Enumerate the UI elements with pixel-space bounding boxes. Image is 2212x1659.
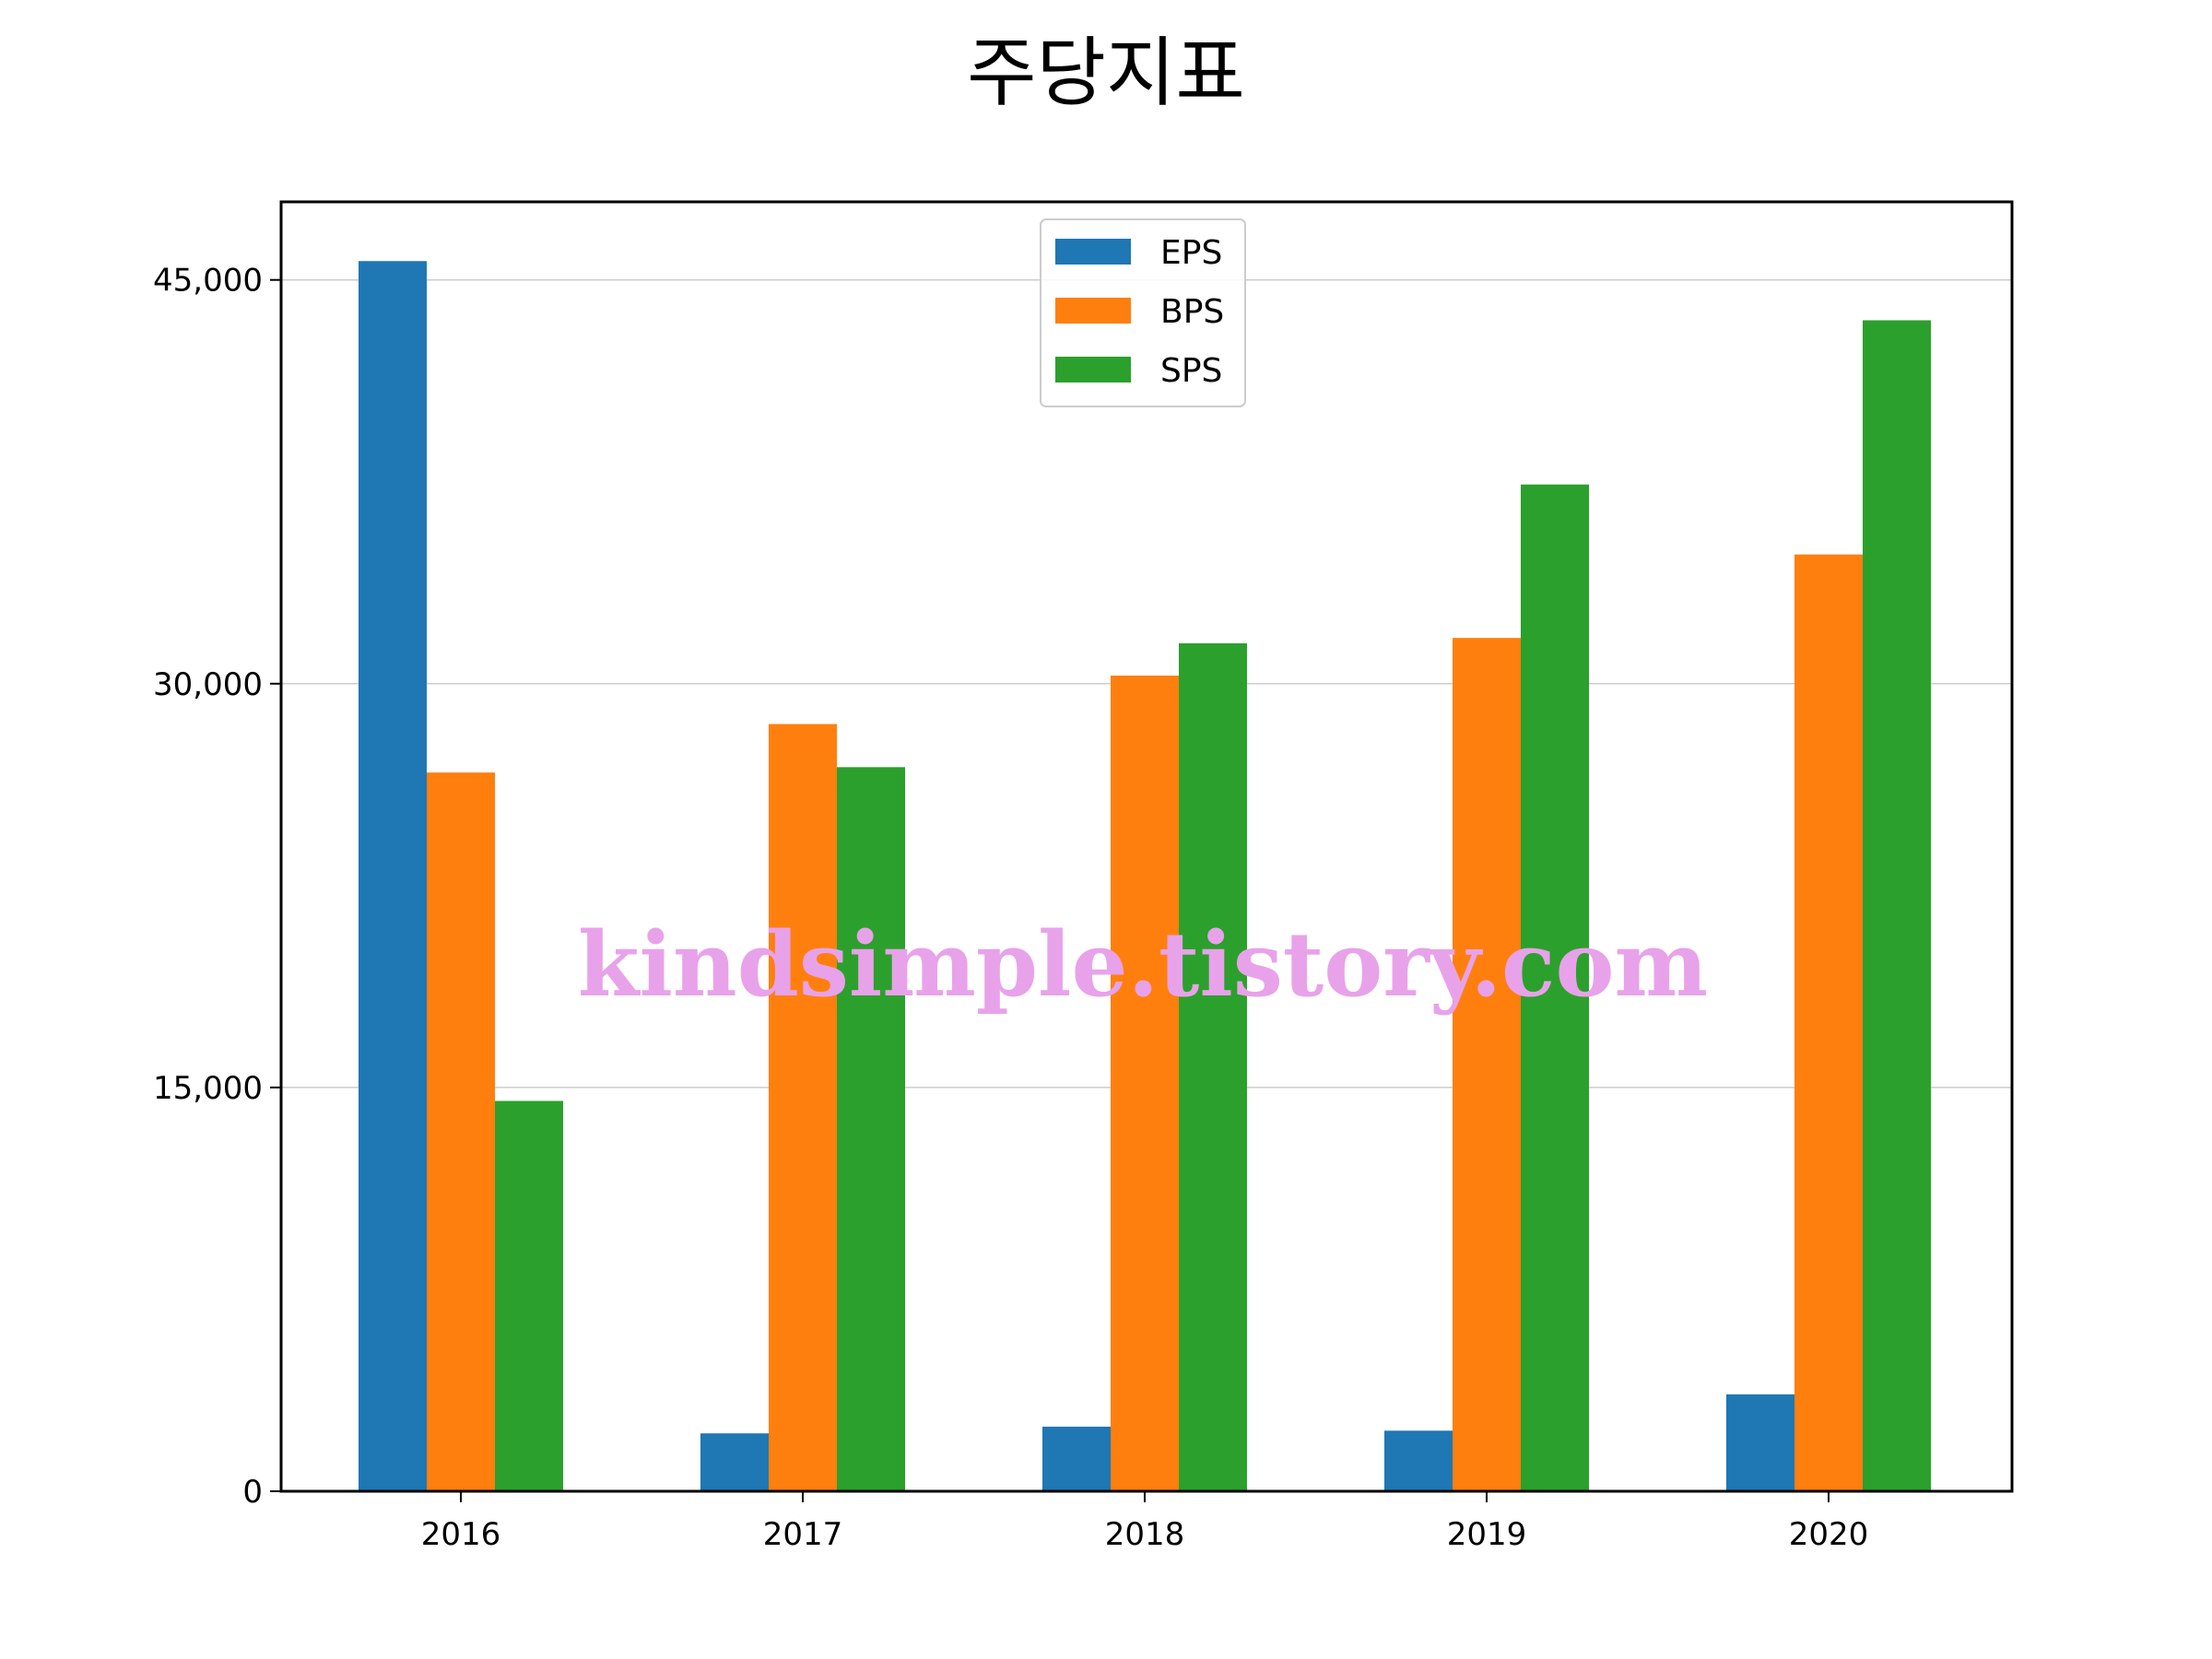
- chart-title: 주당지표: [967, 29, 1245, 117]
- legend-swatch-sps: [1055, 357, 1131, 382]
- bar-eps-2019: [1384, 1430, 1453, 1491]
- watermark-text: kindsimple.tistory.com: [578, 912, 1708, 1017]
- bar-bps-2016: [427, 772, 495, 1491]
- x-tick-label: 2018: [1105, 1516, 1185, 1553]
- legend-swatch-bps: [1055, 298, 1131, 324]
- bar-bps-2018: [1111, 676, 1179, 1491]
- legend: EPS BPS SPS: [1040, 218, 1246, 407]
- x-tick-label: 2016: [421, 1516, 501, 1553]
- legend-label-bps: BPS: [1160, 293, 1224, 331]
- bar-sps-2016: [495, 1100, 563, 1491]
- bar-bps-2020: [1794, 554, 1863, 1491]
- legend-swatch-eps: [1055, 239, 1131, 265]
- x-axis: 2016 2017 2018 2019 2020: [421, 1491, 1869, 1553]
- bar-eps-2016: [359, 261, 427, 1492]
- x-tick-label: 2020: [1789, 1516, 1869, 1553]
- bar-eps-2018: [1042, 1426, 1111, 1491]
- bar-eps-2017: [700, 1433, 769, 1491]
- bar-sps-2020: [1863, 320, 1931, 1491]
- bar-eps-2020: [1726, 1394, 1794, 1491]
- y-axis: 0 15,000 30,000 45,000: [153, 263, 281, 1511]
- legend-label-eps: EPS: [1160, 234, 1222, 272]
- y-tick-label: 45,000: [153, 263, 263, 300]
- bar-sps-2017: [837, 767, 905, 1491]
- bar-sps-2019: [1521, 484, 1589, 1491]
- bar-bps-2019: [1453, 638, 1521, 1491]
- bar-bps-2017: [769, 724, 837, 1491]
- y-tick-label: 0: [242, 1474, 263, 1511]
- x-tick-label: 2019: [1447, 1516, 1527, 1553]
- bars: [359, 261, 1931, 1492]
- plot-frame: [279, 200, 2014, 1493]
- x-tick-label: 2017: [763, 1516, 843, 1553]
- legend-label-sps: SPS: [1160, 352, 1222, 390]
- y-tick-label: 30,000: [153, 666, 263, 703]
- bar-sps-2018: [1179, 642, 1247, 1491]
- y-tick-label: 15,000: [153, 1070, 263, 1107]
